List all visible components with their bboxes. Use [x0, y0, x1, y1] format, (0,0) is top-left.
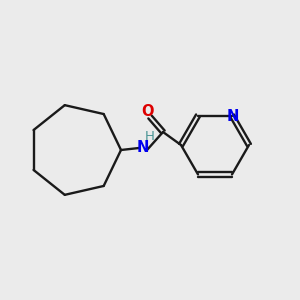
Text: H: H [145, 130, 155, 142]
Text: O: O [141, 104, 153, 119]
Text: N: N [227, 109, 239, 124]
Text: N: N [137, 140, 149, 155]
